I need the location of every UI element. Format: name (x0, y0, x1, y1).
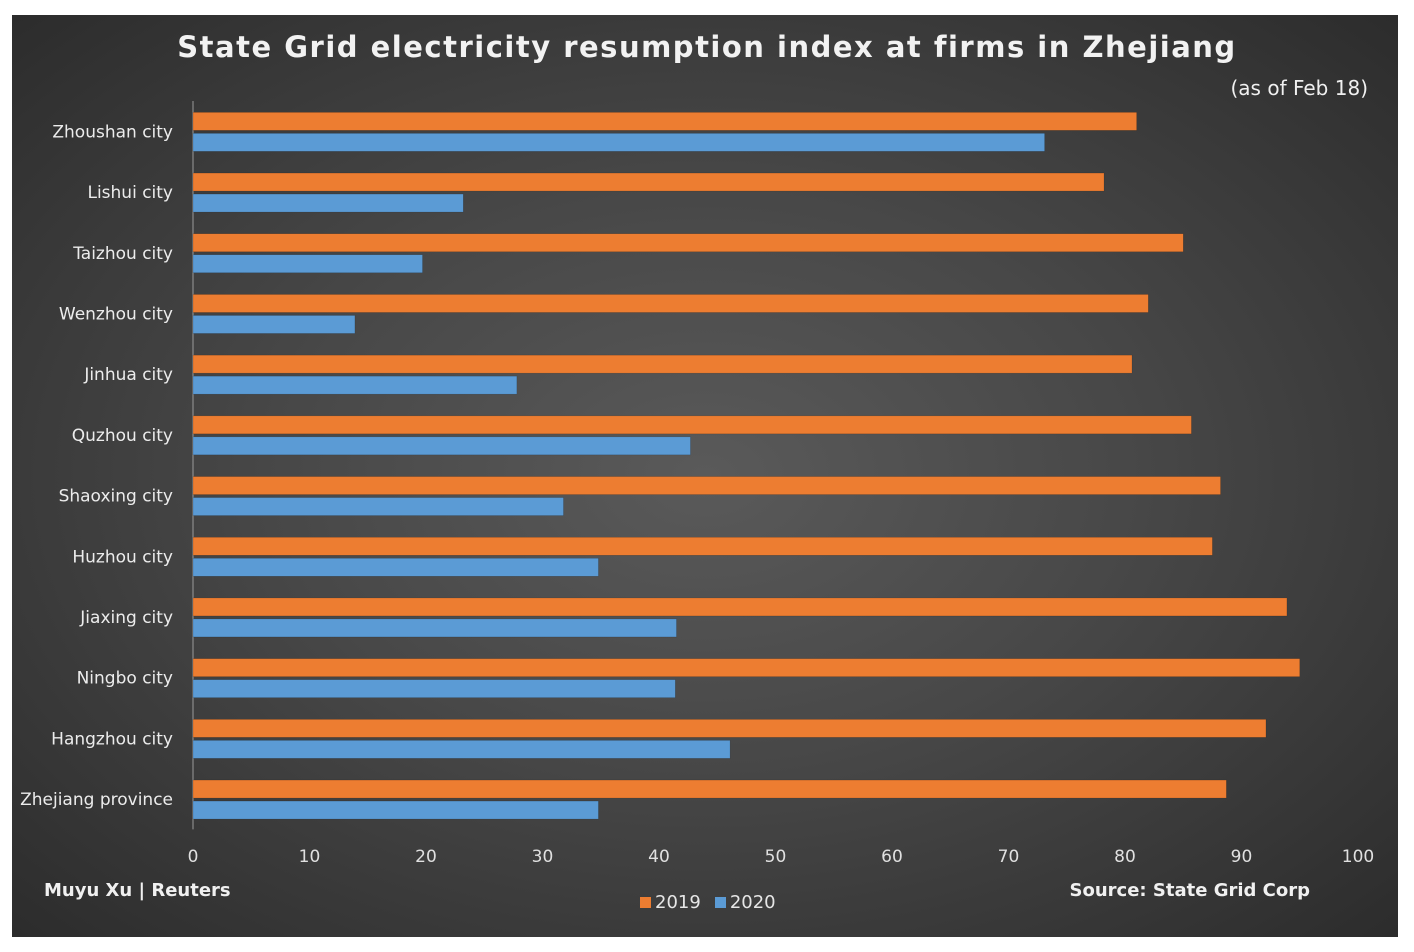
x-tick-label: 100 (1342, 847, 1374, 867)
bar-2019 (192, 719, 1267, 738)
category-label: Lishui city (87, 183, 173, 203)
x-tick-label: 10 (299, 847, 321, 867)
bar-2020 (192, 193, 464, 213)
category-label: Quzhou city (72, 426, 173, 446)
bar-2019 (192, 233, 1184, 252)
legend: 2019 2020 (640, 892, 776, 913)
category-label: Hangzhou city (51, 729, 173, 749)
category-label: Ningbo city (77, 669, 173, 689)
bar-2019 (192, 172, 1105, 192)
category-label: Taizhou city (72, 244, 173, 264)
source-text: Source: State Grid Corp (1069, 880, 1310, 901)
category-label: Zhoushan city (52, 122, 173, 142)
x-tick-label: 0 (188, 847, 199, 867)
legend-item-2019: 2019 (640, 892, 701, 913)
category-label: Shaoxing city (59, 487, 173, 507)
bar-2020 (192, 558, 599, 577)
legend-item-2020: 2020 (714, 892, 776, 913)
credit-text: Muyu Xu | Reuters (44, 880, 231, 901)
bar-2020 (192, 375, 518, 395)
bar-2019 (192, 294, 1149, 313)
bar-2020 (192, 133, 1045, 152)
x-tick-label: 70 (998, 847, 1020, 867)
bar-2019 (192, 112, 1137, 131)
x-tick-label: 80 (1114, 847, 1136, 867)
bar-2020 (192, 315, 356, 334)
bar-2020 (192, 740, 731, 759)
category-label: Jiaxing city (79, 608, 173, 628)
bar-2019 (192, 354, 1133, 374)
chart-title: State Grid electricity resumption index … (177, 30, 1237, 64)
legend-label: 2019 (655, 892, 701, 913)
x-tick-label: 20 (415, 847, 437, 867)
legend-label: 2020 (729, 892, 776, 913)
legend-swatch-2019 (640, 897, 651, 908)
bar-2019 (192, 658, 1300, 677)
bar-2019 (192, 779, 1227, 799)
bar-2020 (192, 497, 564, 516)
category-label: Jinhua city (83, 365, 173, 385)
bar-2020 (192, 254, 423, 273)
bar-2020 (192, 436, 691, 456)
bar-2020 (192, 679, 676, 698)
x-tick-label: 30 (532, 847, 554, 867)
x-tick-label: 40 (648, 847, 670, 867)
bar-2019 (192, 537, 1213, 556)
x-tick-label: 60 (881, 847, 903, 867)
bar-2019 (192, 597, 1288, 617)
x-tick-label: 50 (765, 847, 787, 867)
bar-2019 (192, 476, 1221, 495)
category-label: Zhejiang province (20, 790, 173, 810)
legend-swatch-2020 (714, 897, 726, 908)
chart-subtitle: (as of Feb 18) (1230, 76, 1369, 100)
category-label: Wenzhou city (59, 304, 173, 324)
x-tick-label: 90 (1231, 847, 1253, 867)
bar-2020 (192, 618, 677, 638)
bar-2020 (192, 800, 599, 820)
bar-2019 (192, 415, 1192, 435)
category-label: Huzhou city (72, 547, 173, 567)
